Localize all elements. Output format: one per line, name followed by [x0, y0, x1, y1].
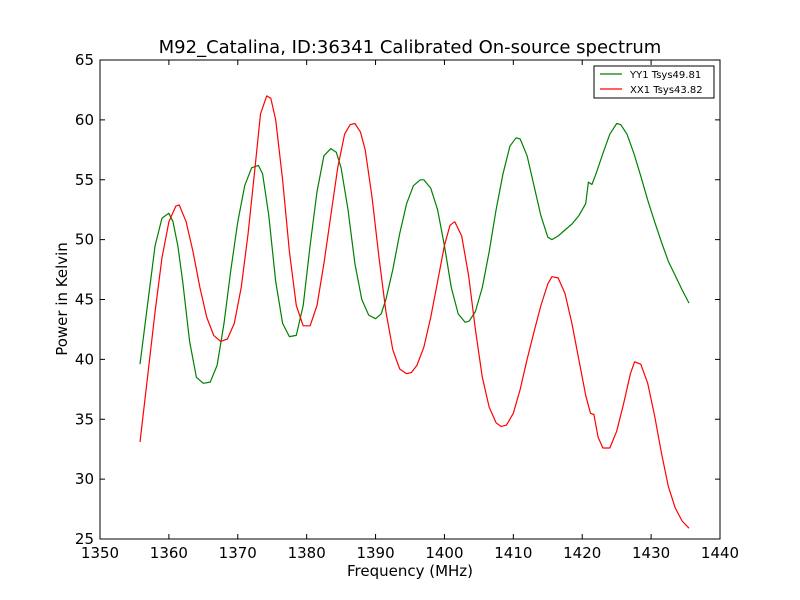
x-tick-label: 1410	[494, 544, 532, 562]
x-axis-title: Frequency (MHz)	[347, 562, 473, 580]
legend-label-xx1: XX1 Tsys43.82	[630, 85, 703, 96]
y-tick-labels: 25 30 35 40 45 50 55 60 65	[75, 51, 94, 548]
y-tick-label: 65	[75, 51, 94, 69]
x-tick-label: 1420	[563, 544, 601, 562]
y-axis-title: Power in Kelvin	[53, 242, 71, 356]
legend: YY1 Tsys49.81 XX1 Tsys43.82	[593, 65, 715, 99]
legend-label-yy1: YY1 Tsys49.81	[629, 70, 701, 81]
x-tick-label: 1400	[425, 544, 463, 562]
plot-frame	[99, 59, 721, 540]
plot-background	[100, 60, 720, 539]
y-tick-label: 45	[75, 291, 94, 309]
y-tick-label: 25	[75, 530, 94, 548]
y-tick-label: 40	[75, 350, 94, 368]
plot-area	[99, 59, 721, 540]
x-tick-label: 1380	[288, 544, 326, 562]
series-layer	[139, 95, 690, 529]
y-tick-label: 55	[75, 171, 94, 189]
x-tick-label: 1370	[219, 544, 257, 562]
y-tick-label: 50	[75, 231, 94, 249]
x-tick-labels: 1350 1360 1370 1380 1390 1400 1410 1420 1430 1440	[81, 544, 739, 562]
x-tick-label: 1390	[356, 544, 394, 562]
y-tick-label: 60	[75, 111, 94, 129]
x-tick-label: 1440	[701, 544, 739, 562]
y-tick-label: 35	[75, 410, 94, 428]
y-tick-label: 30	[75, 470, 94, 488]
chart-title: M92_Catalina, ID:36341 Calibrated On-sou…	[159, 37, 662, 58]
x-tick-label: 1360	[150, 544, 188, 562]
series-line-yy1	[139, 122, 690, 384]
x-tick-label: 1350	[81, 544, 119, 562]
legend-box	[593, 65, 715, 99]
x-tick-label: 1430	[632, 544, 670, 562]
series-line-xx1	[139, 95, 690, 529]
